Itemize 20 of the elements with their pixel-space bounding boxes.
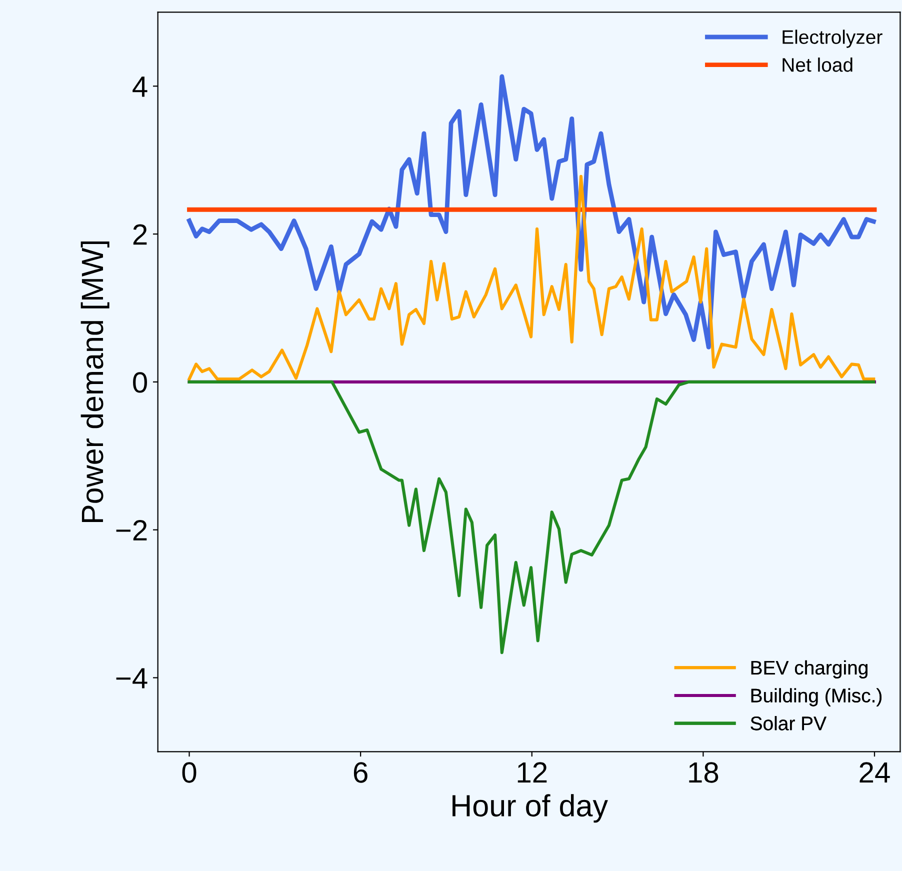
x-tick-label: 24: [860, 762, 890, 783]
legend-label: Building (Misc.): [751, 688, 882, 706]
y-axis-title: Power demand [MW]: [80, 241, 110, 522]
y-tick-label: −4: [116, 668, 148, 688]
x-tick-label: 6: [354, 762, 368, 783]
y-tick-label: 0: [133, 372, 147, 393]
legend-label: Electrolyzer: [782, 30, 882, 48]
line-series: [187, 74, 876, 350]
x-tick-label: 12: [518, 762, 547, 783]
x-tick-label: 18: [689, 762, 718, 783]
line-series: [188, 380, 876, 654]
legend-label: BEV charging: [751, 660, 868, 678]
line-series: [188, 174, 876, 381]
x-axis-title: Hour of day: [452, 794, 608, 823]
y-tick-label: 4: [132, 76, 148, 97]
legend-label: Solar PV: [750, 716, 826, 730]
x-tick-label: 0: [182, 762, 196, 783]
y-tick-label: −2: [116, 520, 147, 540]
y-tick-label: 2: [133, 224, 147, 245]
legend-label: Net load: [782, 58, 852, 72]
